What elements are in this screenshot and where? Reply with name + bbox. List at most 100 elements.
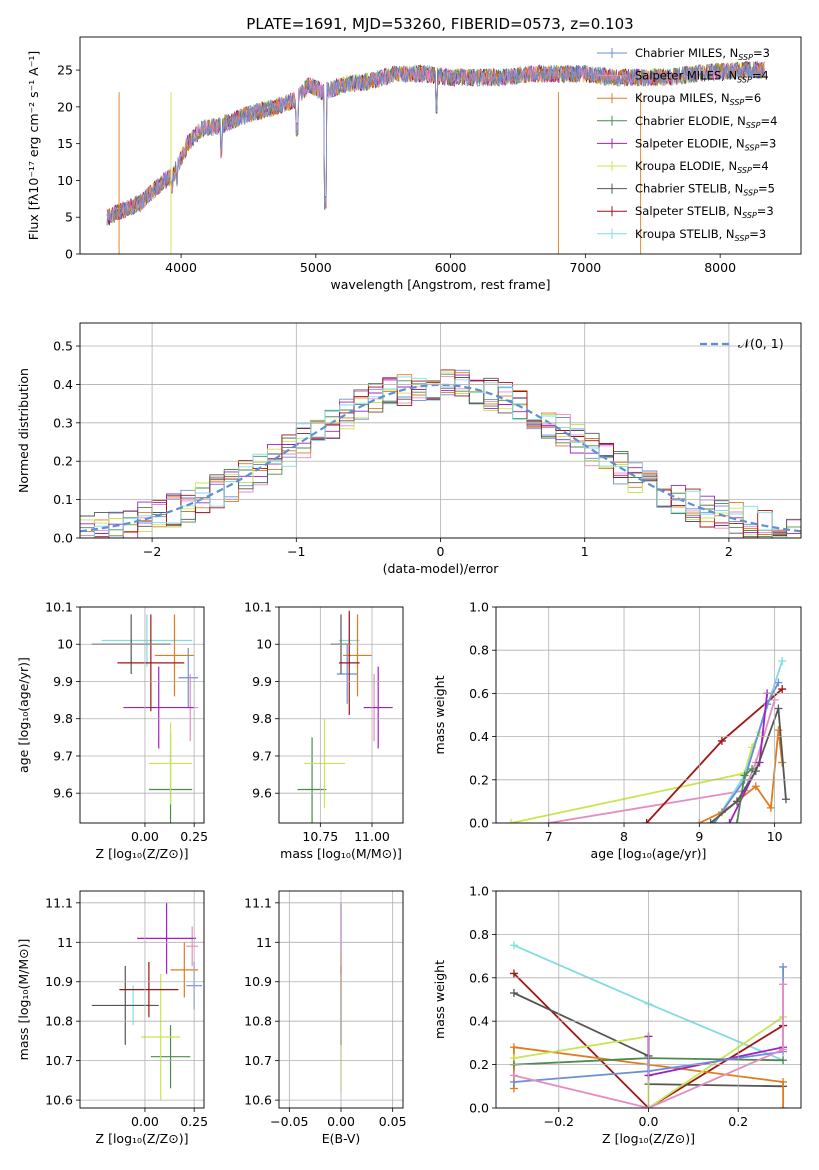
panel-age-vs-z: 0.00 0.25 9.6 9.7 9.8 9.9 10 10.1 Z [log₁₀(Z/Z⊙)… (16, 600, 208, 862)
weight-marker (779, 1077, 788, 1086)
legend-subscript: SSP (737, 166, 752, 175)
x-tick-label: 0.25 (180, 1114, 208, 1129)
x-tick-label: 0.00 (327, 1114, 355, 1129)
y-tick-label: 9.8 (53, 711, 73, 726)
panel-mass-vs-ebv: −0.05 0.00 0.05 10.6 10.7 10.8 10.9 11 11.1 E(B-V… (244, 890, 407, 1146)
x-tick-label: 10 (767, 829, 783, 844)
y-tick-label: 0.1 (53, 492, 73, 507)
legend-text: Chabrier STELIB, N (635, 182, 743, 196)
legend-subscript: SSP (746, 121, 761, 130)
errorbar-point (186, 926, 199, 966)
y-tick-label: 10.8 (244, 1014, 272, 1029)
x-tick-label: 0.05 (379, 1114, 407, 1129)
y-tick-label: 0.6 (469, 686, 489, 701)
x-tick-label: 11.00 (354, 829, 390, 844)
x-axis-label: age [log₁₀(age/yr)] (591, 846, 707, 861)
errorbar-point (141, 973, 181, 1101)
x-axis-label: Z [log₁₀(Z/Z⊙)] (96, 846, 189, 861)
weight-marker (642, 819, 651, 823)
y-tick-label: 0.0 (53, 531, 73, 546)
legend-subscript: SSP (745, 143, 760, 152)
panel-weight-vs-z: −0.2 0.0 0.2 0.0 0.2 0.4 0.6 0.8 1.0 Z [log₁₀(Z/Z… (432, 884, 802, 1146)
y-tick-label: 10.8 (45, 1014, 73, 1029)
y-axis-label: Flux [fλ10⁻¹⁷ erg cm⁻² s⁻¹ A⁻¹] (26, 51, 41, 240)
weight-marker (774, 678, 783, 687)
y-tick-label: 25 (57, 63, 73, 78)
x-tick-label: 0.00 (131, 829, 159, 844)
y-tick-label: 10 (57, 637, 73, 652)
x-tick-label: −1 (287, 544, 305, 559)
panel-residuals: −2 −1 0 1 2 0.0 0.1 0.2 0.3 0.4 0.5 (data-model)/er… (16, 322, 802, 576)
axes-frame (278, 890, 404, 1109)
errorbar-point (338, 610, 360, 715)
y-tick-label: 1.0 (469, 884, 489, 899)
axes-frame (79, 36, 802, 255)
y-tick-label: 10.9 (244, 974, 272, 989)
plot-area (106, 60, 765, 254)
y-tick-label: 0.4 (469, 1014, 489, 1029)
legend-text: Chabrier ELODIE, N (635, 114, 746, 128)
x-tick-label: 6000 (435, 260, 467, 275)
y-tick-label: 20 (57, 99, 73, 114)
weight-marker (779, 1056, 788, 1065)
y-tick-label: 9.7 (53, 748, 73, 763)
plot-area (297, 610, 393, 823)
y-tick-label: 11 (57, 935, 73, 950)
y-tick-label: 0.4 (53, 377, 73, 392)
weight-marker (766, 803, 775, 812)
errorbar-point (150, 1025, 191, 1089)
weight-marker (779, 1104, 788, 1108)
errorbar-point (148, 722, 193, 805)
legend-suffix: =5 (758, 182, 775, 196)
errorbar-point (170, 942, 199, 998)
y-tick-label: 10.7 (45, 1053, 73, 1068)
weight-marker (778, 657, 787, 665)
errorbar-point (137, 902, 197, 974)
axes-frame (79, 322, 802, 539)
x-tick-label: 2 (725, 544, 733, 559)
y-tick-label: 9.7 (252, 748, 272, 763)
legend-text: Kroupa ELODIE, N (635, 159, 737, 173)
y-tick-label: 0.3 (53, 415, 73, 430)
x-tick-label: −0.05 (270, 1114, 308, 1129)
spectrum-line-chabrier-miles (106, 61, 765, 223)
x-tick-label: 1 (581, 544, 589, 559)
axes-frame (495, 890, 802, 1109)
x-tick-label: 10.75 (302, 829, 338, 844)
x-tick-label: 0.2 (728, 1114, 748, 1129)
x-axis-label: Z [log₁₀(Z/Z⊙)] (602, 1131, 695, 1146)
legend-suffix: =3 (759, 136, 776, 150)
weight-marker (779, 962, 788, 971)
plot-area (507, 657, 790, 823)
y-tick-label: 10.6 (244, 1093, 272, 1108)
y-tick-label: 0.2 (469, 772, 489, 787)
errorbar-point (119, 962, 179, 1018)
errorbar-point (297, 737, 327, 823)
legend-entry: Salpeter ELODIE, NSSP=3 (635, 136, 776, 152)
x-tick-label: 7 (545, 829, 553, 844)
legend-text: Salpeter STELIB, N (635, 204, 742, 218)
weight-series-salpeter-miles (548, 699, 776, 823)
y-tick-label: 10.1 (45, 600, 73, 615)
weight-marker (781, 795, 790, 804)
legend-entry: Salpeter STELIB, NSSP=3 (635, 204, 774, 220)
y-tick-label: 0.0 (469, 1101, 489, 1116)
legend-suffix: =4 (752, 159, 769, 173)
y-tick-label: 0.6 (469, 970, 489, 985)
weight-marker (509, 1043, 518, 1052)
y-axis-label: mass [log₁₀(M/M⊙)] (16, 939, 31, 1061)
figure-title: PLATE=1691, MJD=53260, FIBERID=0573, z=0… (246, 15, 633, 33)
y-tick-label: 5 (65, 210, 73, 225)
axes-frame (278, 606, 404, 824)
weight-marker (706, 819, 715, 823)
weight-marker (779, 1045, 788, 1054)
x-tick-label: −0.2 (544, 1114, 574, 1129)
x-tick-label: 9 (695, 829, 703, 844)
legend-entry: Kroupa STELIB, NSSP=3 (635, 227, 766, 243)
legend-subscript: SSP (742, 211, 757, 220)
y-tick-label: 11.1 (244, 895, 272, 910)
weight-marker (509, 988, 518, 997)
weight-marker (509, 1071, 518, 1080)
errorbar-point (101, 614, 193, 667)
